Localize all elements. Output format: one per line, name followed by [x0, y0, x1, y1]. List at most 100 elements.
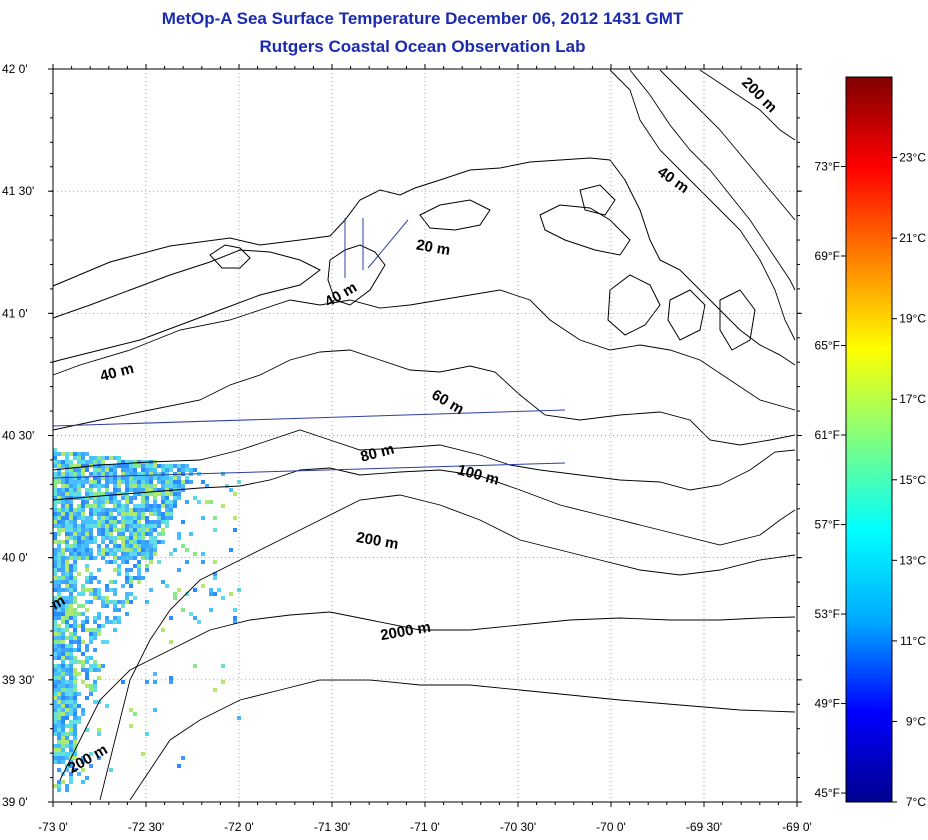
- sst-pixel: [81, 528, 85, 532]
- sst-pixel: [213, 572, 217, 576]
- sst-pixel: [121, 604, 125, 608]
- sst-pixel: [77, 572, 81, 576]
- sst-pixel: [185, 480, 189, 484]
- sst-pixel: [101, 664, 105, 668]
- sst-pixel: [133, 524, 137, 528]
- sst-pixel: [57, 556, 61, 560]
- sst-pixel: [69, 676, 73, 680]
- sst-pixel: [69, 504, 73, 508]
- sst-pixel: [105, 456, 109, 460]
- sst-pixel: [165, 468, 169, 472]
- sst-pixel: [65, 700, 69, 704]
- sst-pixel: [81, 484, 85, 488]
- sst-pixel: [69, 488, 73, 492]
- sst-pixel: [61, 752, 65, 756]
- sst-pixel: [61, 712, 65, 716]
- axis-tick-labels: -73 0' -72 30' -72 0' -71 30' -71 0' -70 30' -…: [2, 62, 812, 834]
- sst-pixel: [73, 696, 77, 700]
- sst-pixel: [53, 760, 57, 764]
- sst-pixel: [73, 480, 77, 484]
- sst-pixel: [121, 524, 125, 528]
- sst-pixel: [113, 484, 117, 488]
- sst-pixel: [129, 516, 133, 520]
- sst-pixel: [93, 536, 97, 540]
- sst-pixel: [101, 456, 105, 460]
- sst-pixel: [93, 500, 97, 504]
- sst-pixel: [81, 464, 85, 468]
- sst-pixel: [149, 472, 153, 476]
- sst-pixel: [121, 476, 125, 480]
- sst-pixel: [65, 652, 69, 656]
- sst-pixel: [65, 612, 69, 616]
- coastline: [52, 157, 796, 366]
- sst-pixel: [233, 528, 237, 532]
- sst-pixel: [109, 552, 113, 556]
- sst-pixel: [121, 680, 125, 684]
- lat-tick-label: 41 0': [2, 306, 28, 320]
- sst-pixel: [85, 552, 89, 556]
- sst-pixel: [101, 516, 105, 520]
- sst-pixel: [157, 464, 161, 468]
- sst-pixel: [73, 640, 77, 644]
- sst-pixel: [61, 524, 65, 528]
- sst-pixel: [81, 708, 85, 712]
- sst-pixel: [129, 488, 133, 492]
- sst-pixel: [121, 540, 125, 544]
- sst-pixel: [169, 512, 173, 516]
- sst-pixel: [57, 548, 61, 552]
- sst-pixel: [89, 588, 93, 592]
- lon-tick-label: -70 30': [500, 820, 536, 834]
- sst-pixel: [229, 488, 233, 492]
- sst-pixel: [57, 752, 61, 756]
- sst-pixel: [165, 508, 169, 512]
- sst-pixel: [157, 540, 161, 544]
- sst-pixel: [117, 488, 121, 492]
- sst-pixel: [61, 676, 65, 680]
- sst-pixel: [133, 484, 137, 488]
- sst-pixel: [181, 544, 185, 548]
- sst-pixel: [189, 480, 193, 484]
- sst-pixel: [81, 536, 85, 540]
- sst-pixel: [53, 464, 57, 468]
- sst-pixel: [169, 516, 173, 520]
- sst-pixel: [81, 756, 85, 760]
- sst-pixel: [61, 660, 65, 664]
- sst-pixel: [61, 508, 65, 512]
- sst-pixel: [97, 460, 101, 464]
- sst-pixel: [149, 532, 153, 536]
- sst-pixel: [125, 536, 129, 540]
- contour-label: 40 m: [322, 279, 360, 311]
- sst-pixel: [125, 600, 129, 604]
- sst-pixel: [73, 580, 77, 584]
- sst-pixel: [93, 616, 97, 620]
- sst-pixel: [57, 780, 61, 784]
- sst-pixel: [57, 636, 61, 640]
- sst-pixel: [177, 588, 181, 592]
- sst-pixel: [65, 504, 69, 508]
- sst-pixel: [57, 712, 61, 716]
- sst-pixel: [145, 496, 149, 500]
- sst-pixel: [69, 584, 73, 588]
- sst-pixel: [101, 540, 105, 544]
- sst-pixel: [157, 524, 161, 528]
- sst-pixel: [93, 472, 97, 476]
- sst-pixel: [117, 608, 121, 612]
- sst-pixel: [53, 628, 57, 632]
- sst-pixel: [133, 712, 137, 716]
- sst-pixel: [53, 708, 57, 712]
- sst-pixel: [81, 452, 85, 456]
- sst-pixel: [69, 492, 73, 496]
- sst-pixel: [97, 568, 101, 572]
- sst-pixel: [233, 620, 237, 624]
- sst-pixel: [113, 476, 117, 480]
- sst-pixel: [61, 460, 65, 464]
- sst-pixel: [137, 520, 141, 524]
- sst-pixel: [165, 584, 169, 588]
- sst-pixel: [89, 640, 93, 644]
- sst-pixel: [149, 476, 153, 480]
- sst-pixel: [89, 600, 93, 604]
- sst-pixel: [233, 516, 237, 520]
- sst-pixel: [65, 672, 69, 676]
- sst-pixel: [93, 576, 97, 580]
